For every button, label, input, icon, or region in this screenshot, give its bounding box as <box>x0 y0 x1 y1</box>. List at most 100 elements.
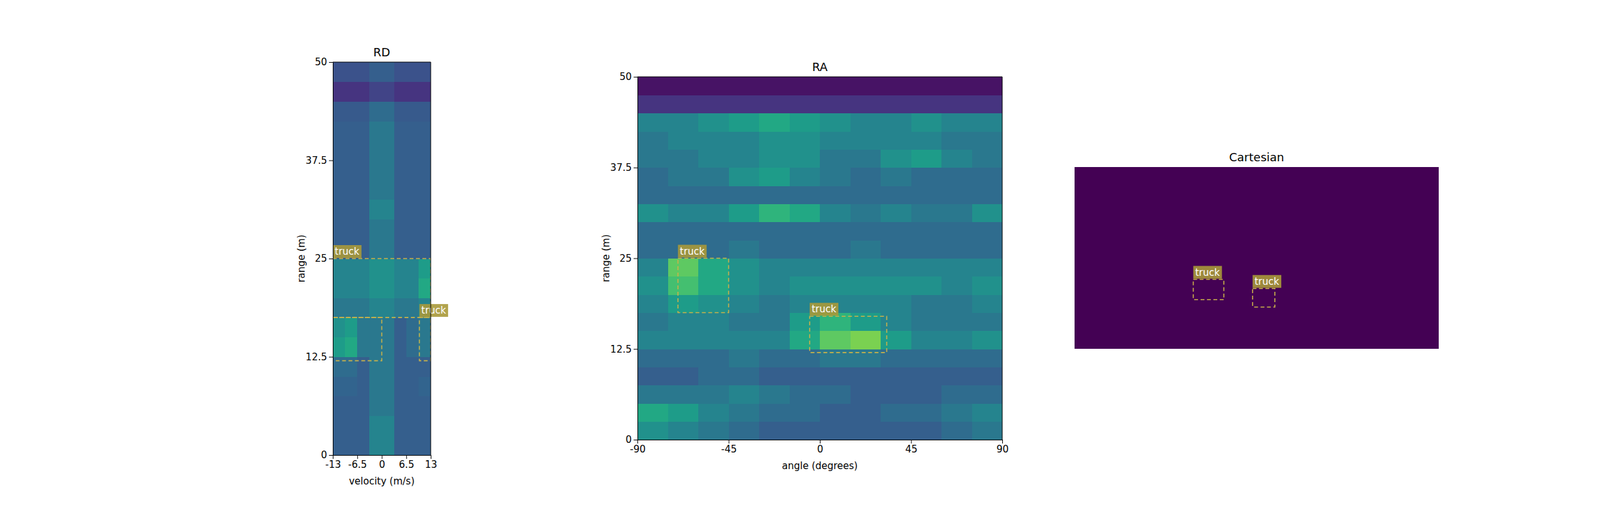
heatmap-cell <box>941 222 973 241</box>
tick-label: -45 <box>721 443 738 456</box>
heatmap-cell <box>789 113 821 132</box>
heatmap-cell <box>850 330 882 350</box>
y-axis-title: range (m) <box>295 234 308 283</box>
heatmap-cell <box>418 396 431 416</box>
heatmap-cell <box>911 203 943 223</box>
heatmap-cell <box>972 222 1003 241</box>
heatmap-cell <box>850 276 882 296</box>
heatmap-cell <box>728 348 760 368</box>
box-label: truck <box>1192 266 1222 280</box>
heatmap-cell <box>418 376 431 397</box>
heatmap-cell <box>344 376 358 397</box>
heatmap-cell <box>911 94 943 114</box>
heatmap-cell <box>394 416 408 436</box>
heatmap-cell <box>941 312 973 332</box>
heatmap-cell <box>668 76 699 96</box>
heatmap-cell <box>668 149 699 168</box>
heatmap-cell <box>728 330 760 350</box>
heatmap-cell <box>972 294 1003 313</box>
tick-label: 12.5 <box>305 351 328 363</box>
tick-label: 0 <box>320 449 328 461</box>
heatmap-cell <box>819 403 851 422</box>
bounding-box <box>1252 288 1275 308</box>
heatmap-cell <box>789 403 821 422</box>
heatmap-cell <box>344 101 358 121</box>
heatmap-cell <box>406 396 420 416</box>
heatmap-cell <box>880 76 912 96</box>
heatmap-cell <box>369 81 383 102</box>
heatmap-cell <box>357 317 370 338</box>
tick: -90 <box>629 439 646 456</box>
heatmap-cell <box>418 357 431 377</box>
tick-label: -90 <box>629 443 646 456</box>
tick-label: 0 <box>625 433 632 446</box>
heatmap-cell <box>332 140 346 161</box>
tick-label: -13 <box>325 458 342 471</box>
heatmap-cell <box>819 330 851 350</box>
heatmap-cell <box>728 385 760 404</box>
heatmap-cell <box>344 396 358 416</box>
tick-label: 12.5 <box>610 343 632 356</box>
heatmap-cell <box>972 312 1003 332</box>
heatmap-cell <box>406 297 420 318</box>
tick-mark <box>328 258 333 260</box>
heatmap-cell <box>972 185 1003 205</box>
chart-title: RA <box>812 60 829 74</box>
heatmap-cell <box>911 403 943 422</box>
heatmap-cell <box>344 258 358 279</box>
heatmap-cell <box>880 149 912 168</box>
bounding-box <box>332 317 383 361</box>
heatmap-cell <box>344 416 358 436</box>
heatmap-cell <box>728 185 760 205</box>
heatmap-cell <box>911 294 943 313</box>
heatmap-cell <box>406 416 420 436</box>
tick-label: 6.5 <box>398 458 415 471</box>
heatmap-cell <box>698 113 729 132</box>
heatmap-cell <box>880 167 912 187</box>
heatmap-cell <box>382 278 395 299</box>
heatmap-cell <box>972 367 1003 386</box>
heatmap-cell <box>344 317 358 338</box>
box-label-text: truck <box>421 304 447 317</box>
heatmap-cell <box>369 120 383 141</box>
heatmap-cell <box>332 258 346 279</box>
heatmap-cell <box>344 81 358 102</box>
box-label-text: truck <box>1194 266 1220 279</box>
heatmap-cell <box>698 149 729 168</box>
heatmap-cell <box>850 421 882 440</box>
heatmap-cell <box>850 240 882 259</box>
heatmap-cell <box>789 330 821 350</box>
box-label-background <box>809 302 839 316</box>
heatmap-cell <box>789 240 821 259</box>
heatmap-cell <box>850 131 882 150</box>
heatmap-cell <box>406 101 420 121</box>
box-label: truck <box>677 245 707 258</box>
heatmap-cell <box>728 421 760 440</box>
heatmap-cell <box>369 160 383 181</box>
heatmap-cell <box>382 199 395 220</box>
heatmap-cell <box>369 101 383 121</box>
heatmap-cell <box>789 385 821 404</box>
heatmap-cell <box>789 348 821 368</box>
heatmap-cell <box>369 416 383 436</box>
heatmap-cell <box>911 76 943 96</box>
panel: trucktruckCartesian <box>1074 150 1440 350</box>
tick-mark <box>328 62 333 63</box>
heatmap-cell <box>394 357 408 377</box>
heatmap-cell <box>394 101 408 121</box>
heatmap-cell <box>789 76 821 96</box>
heatmap-cell <box>382 179 395 200</box>
heatmap-cell <box>759 240 790 259</box>
heatmap-cell <box>789 167 821 187</box>
heatmap-cell <box>668 403 699 422</box>
heatmap-cell <box>759 167 790 187</box>
heatmap-cell <box>972 348 1003 368</box>
heatmap-cell <box>418 258 431 279</box>
heatmap-cell <box>369 376 383 397</box>
heatmap-cell <box>819 113 851 132</box>
heatmap-cell <box>819 367 851 386</box>
heatmap-cell <box>418 140 431 161</box>
heatmap-cell <box>332 160 346 181</box>
heatmap-cell <box>382 219 395 240</box>
heatmap-cell <box>941 240 973 259</box>
